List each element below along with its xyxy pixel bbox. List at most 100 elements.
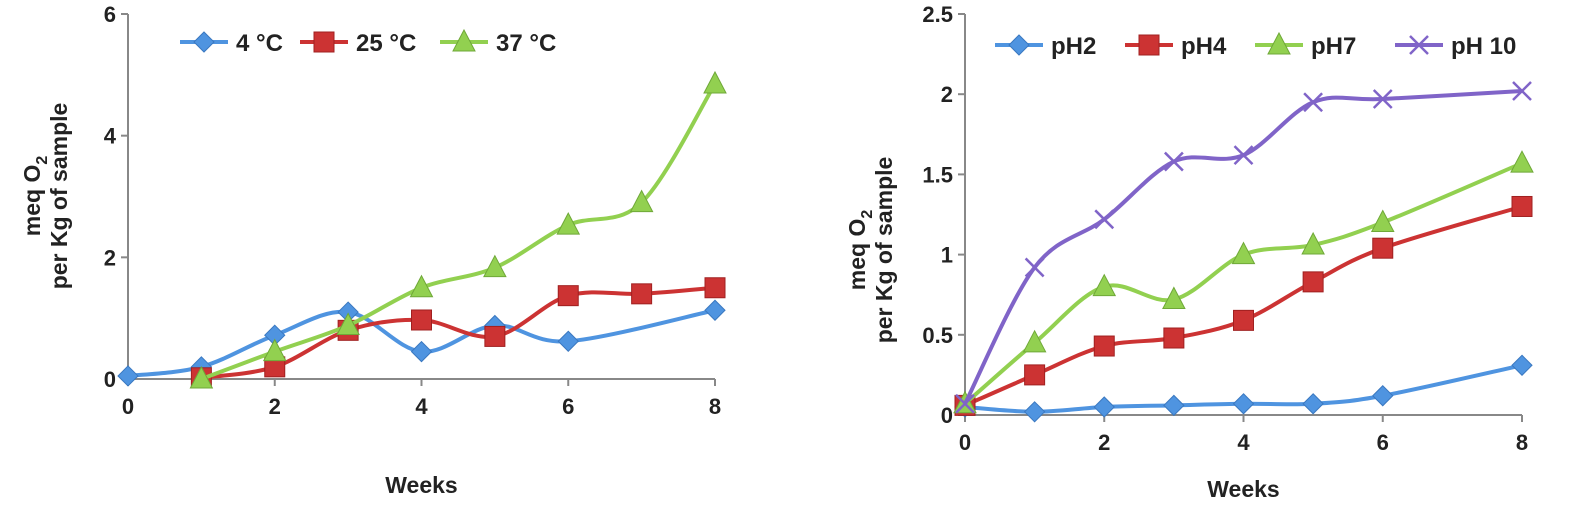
data-point: [1093, 396, 1115, 418]
x-tick-label: 6: [1377, 430, 1389, 455]
legend-entry: 4 °C: [180, 30, 283, 57]
legend-marker: [313, 31, 335, 53]
data-point: [1372, 89, 1393, 109]
data-point: [1231, 241, 1256, 265]
legend-label: pH7: [1311, 33, 1356, 60]
data-point: [484, 325, 506, 347]
y-axis-title-line1: meq O: [19, 165, 45, 237]
y-tick-label: 1: [941, 243, 953, 268]
series-25-c: [190, 277, 726, 389]
data-point: [409, 274, 434, 298]
data-point: [1022, 329, 1047, 353]
legend-label: pH 10: [1451, 33, 1516, 60]
x-axis-title: Weeks: [1207, 476, 1279, 502]
legend-entry: pH 10: [1395, 33, 1516, 60]
data-point: [1093, 335, 1115, 357]
legend-label: 25 °C: [356, 30, 416, 57]
legend-label: 4 °C: [236, 30, 283, 57]
data-point: [1024, 364, 1046, 386]
data-point: [1302, 393, 1324, 415]
data-point: [556, 212, 581, 235]
y-tick-label: 2.5: [922, 2, 953, 27]
data-point: [262, 338, 287, 362]
data-point: [955, 393, 975, 414]
x-tick-label: 4: [415, 394, 428, 419]
y-tick-label: 0.5: [922, 323, 953, 348]
data-point: [1512, 81, 1532, 101]
y-tick-label: 1.5: [922, 162, 953, 187]
series-line: [964, 204, 1523, 408]
y-tick-label: 4: [104, 124, 117, 149]
legend-label: 37 °C: [496, 30, 556, 57]
legend-marker: [1138, 34, 1160, 56]
y-axis-title-line2: per Kg of sample: [871, 157, 897, 344]
x-tick-label: 8: [1516, 430, 1528, 455]
data-point: [1233, 309, 1254, 331]
legend-entry: pH7: [1255, 31, 1356, 60]
x-tick-label: 2: [269, 394, 281, 419]
legend-entry: 37 °C: [440, 28, 556, 57]
legend-label: pH4: [1181, 33, 1227, 60]
data-point: [1301, 231, 1325, 255]
data-point: [703, 70, 727, 94]
data-point: [631, 283, 653, 305]
data-point: [1510, 150, 1534, 173]
legend-label: pH2: [1051, 33, 1096, 60]
data-point: [189, 365, 214, 389]
series-ph7: [953, 150, 1534, 414]
x-tick-label: 2: [1098, 430, 1110, 455]
data-point: [1232, 393, 1255, 415]
y-axis-title: meq O2per Kg of sample: [844, 157, 897, 344]
x-tick-label: 6: [562, 394, 574, 419]
y-axis-title: meq O2per Kg of sample: [19, 103, 72, 290]
series-ph-10: [955, 81, 1532, 414]
data-point: [704, 277, 726, 299]
data-point: [1024, 257, 1045, 278]
x-tick-label: 8: [709, 394, 721, 419]
y-tick-label: 0: [104, 367, 116, 392]
y-tick-label: 0: [941, 403, 953, 428]
data-point: [1094, 209, 1115, 230]
y-tick-label: 6: [104, 2, 116, 27]
series-ph2: [954, 354, 1533, 423]
x-axis-title: Weeks: [385, 472, 457, 498]
y-axis-title-subscript: 2: [859, 210, 876, 219]
data-point: [336, 312, 360, 335]
x-tick-label: 4: [1237, 430, 1250, 455]
legend-marker: [452, 28, 476, 52]
data-point: [1302, 271, 1324, 293]
legend-marker: [193, 31, 215, 53]
data-point: [557, 330, 579, 352]
legend-entry: pH4: [1125, 33, 1227, 60]
legend-entry: pH2: [995, 33, 1096, 60]
data-point: [1233, 145, 1254, 166]
data-point: [117, 365, 139, 387]
legend-marker: [1409, 35, 1429, 55]
y-axis-title-line2: per Kg of sample: [46, 103, 72, 290]
data-point: [557, 285, 579, 307]
legend-entry: 25 °C: [300, 30, 416, 57]
x-tick-label: 0: [122, 394, 134, 419]
data-point: [704, 299, 726, 321]
data-point: [1023, 401, 1046, 423]
data-point: [1163, 151, 1184, 172]
legend-marker: [1008, 34, 1030, 56]
legend-marker: [1267, 31, 1291, 55]
data-point: [1303, 92, 1324, 113]
data-point: [629, 189, 654, 213]
data-point: [1092, 273, 1117, 297]
y-tick-label: 2: [104, 245, 116, 270]
data-point: [1372, 385, 1394, 407]
data-point: [1370, 209, 1395, 233]
data-point: [1372, 237, 1394, 259]
chart-1: 0 2 4 6 0 2 4 6 8 Weeks meq O2per Kg of sample 4 °C…: [19, 2, 727, 498]
data-point: [1162, 286, 1186, 310]
series-4-c: [117, 299, 726, 387]
series-37-c: [189, 70, 727, 389]
y-axis-title-line1: meq O: [844, 219, 870, 291]
data-point: [483, 254, 507, 278]
data-point: [1163, 394, 1185, 417]
